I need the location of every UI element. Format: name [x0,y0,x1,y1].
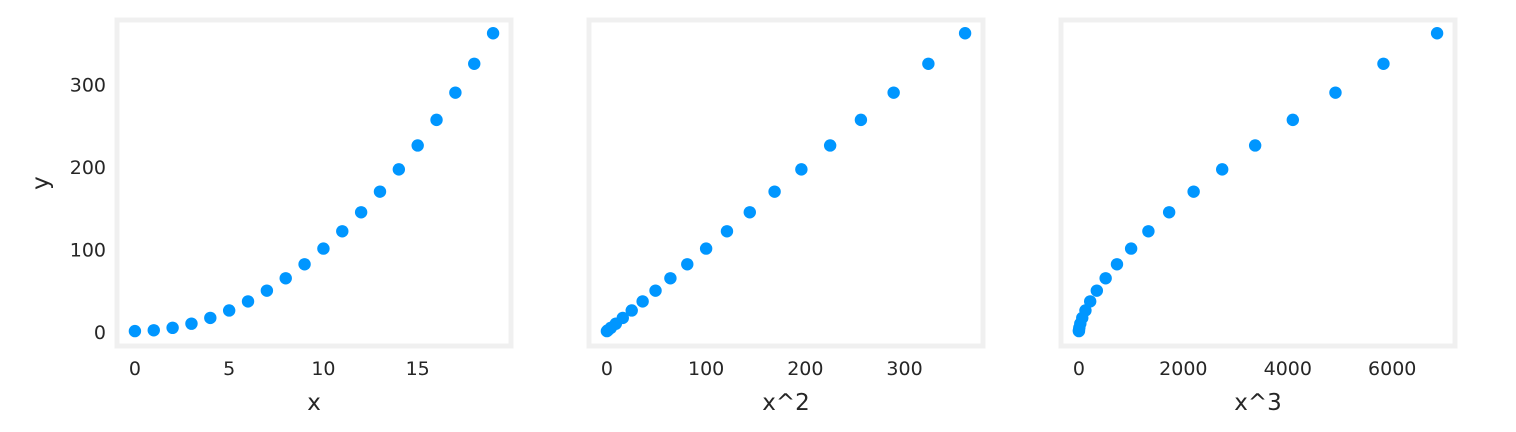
data-point [241,295,255,308]
y-tick-label: 300 [70,74,106,96]
data-point [768,185,781,198]
data-point [222,304,236,317]
x-tick-label: 0 [601,358,613,380]
x-tick-label: 0 [1073,358,1085,380]
data-point [373,185,387,198]
data-point [1187,185,1200,198]
data-point [486,27,500,40]
data-point [1079,304,1092,317]
x-tick-label: 5 [223,358,235,380]
data-point [625,304,638,317]
data-points [1072,27,1444,338]
data-point [664,272,677,285]
plot-frame [1058,17,1458,349]
data-point [1430,27,1444,40]
data-point [1216,163,1229,176]
data-point [354,206,368,219]
data-point [1124,242,1138,255]
data-point [1090,284,1104,297]
data-point [336,225,349,238]
data-point [411,139,424,152]
x-axis-label: x [307,390,321,416]
x-tick-label: 6000 [1368,358,1416,380]
data-point [636,295,649,308]
data-point [795,163,808,176]
y-tick-label: 200 [70,157,106,179]
data-point [887,86,900,99]
chart-panel-3: 0 2000 4000 6000 x^3 [1058,17,1458,416]
data-point [616,311,629,325]
data-point [649,284,662,297]
data-point [1329,86,1342,99]
plot-frame [586,17,986,349]
data-point [743,206,756,219]
data-point [823,139,837,152]
x-tick-label: 15 [406,358,430,380]
data-point [720,225,734,238]
x-axis-label: x^3 [1234,390,1282,416]
data-points [600,27,972,338]
x-tick-label: 4000 [1264,358,1312,380]
x-tick-label: 0 [129,358,141,380]
data-point [166,321,179,335]
data-point [699,242,713,255]
data-point [1142,225,1155,238]
data-point [1110,258,1124,271]
data-point [958,27,972,40]
data-point [449,86,462,99]
plot-frame [114,17,514,349]
data-point [854,113,868,127]
data-point [1286,113,1300,127]
data-point [468,57,481,70]
data-point [147,324,160,337]
y-axis-label: y [28,176,54,190]
x-tick-label: 300 [886,358,922,380]
x-tick-label: 10 [311,358,335,380]
data-point [1162,206,1176,219]
y-tick-label: 100 [70,239,106,261]
chart-panel-1: 0 5 10 15 0 100 200 300 x y [28,17,514,416]
data-point [392,163,406,176]
data-point [204,311,217,325]
data-point [317,242,330,255]
data-point [128,324,142,338]
chart-panel-2: 0 100 200 300 x^2 [586,17,986,416]
data-point [1099,272,1112,285]
data-point [922,57,935,70]
data-point [1248,139,1262,152]
data-point [185,317,198,330]
x-tick-label: 100 [688,358,724,380]
data-point [1083,295,1097,308]
data-point [298,258,311,271]
data-point [260,284,274,297]
y-tick-label: 0 [94,322,106,344]
data-points [128,27,500,338]
data-point [430,113,443,127]
data-point [681,258,694,271]
x-axis-label: x^2 [762,390,810,416]
x-tick-label: 200 [787,358,823,380]
x-tick-label: 2000 [1159,358,1207,380]
data-point [279,272,292,285]
data-point [1377,57,1390,70]
